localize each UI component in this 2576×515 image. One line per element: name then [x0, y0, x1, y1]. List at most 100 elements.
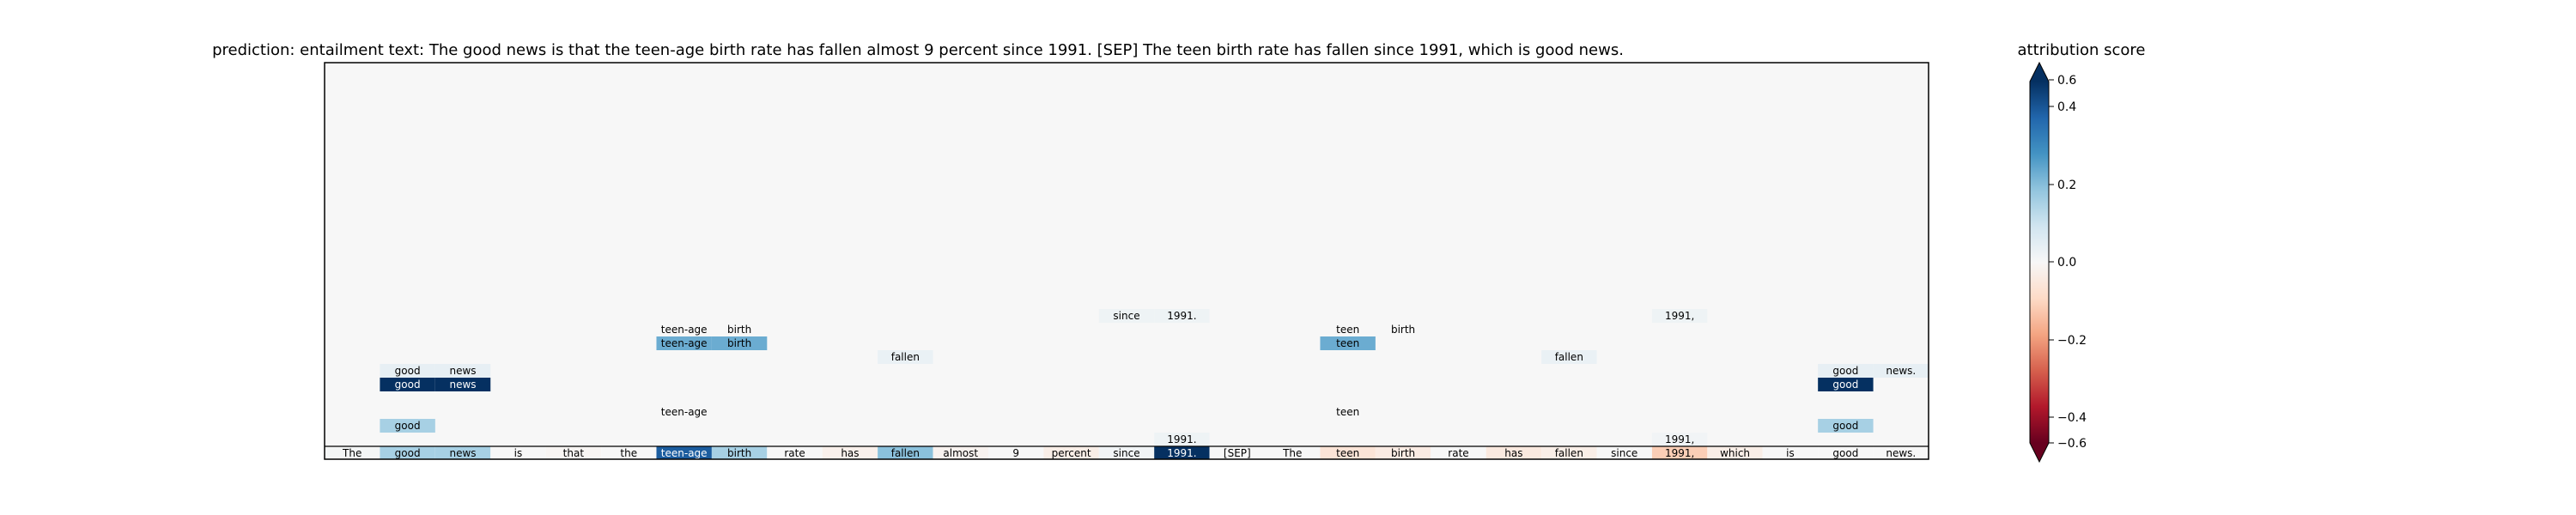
base-token-label: has: [841, 447, 859, 459]
layer-cell-label: fallen: [1555, 351, 1583, 363]
layer-cell-label: news: [450, 365, 477, 377]
base-token-label: that: [563, 447, 585, 459]
layer-cell: [1651, 433, 1708, 446]
layer-cell-label: since: [1113, 310, 1139, 322]
colorbar-extend-top: [2030, 63, 2049, 82]
base-token-label: is: [514, 447, 523, 459]
colorbar-tick-label: 0.6: [2057, 74, 2076, 88]
base-token-label: rate: [784, 447, 805, 459]
base-token-label: birth: [727, 447, 751, 459]
base-cell: [545, 446, 602, 459]
base-cell: [380, 446, 435, 459]
layer-cell-label: teen: [1336, 406, 1359, 418]
base-token-label: fallen: [1555, 447, 1583, 459]
layer-cell: [1873, 364, 1929, 378]
layer-cell: [1375, 323, 1431, 336]
base-token-label: almost: [943, 447, 978, 459]
layer-cell: [1320, 405, 1376, 419]
layer-cell-label: good: [1832, 379, 1858, 391]
base-cell: [601, 446, 657, 459]
layer-cell: [380, 364, 435, 378]
base-token-label: teen: [1336, 447, 1359, 459]
base-cell: [1873, 446, 1929, 459]
layer-cell-label: teen-age: [661, 324, 708, 336]
base-token-label: news: [450, 447, 477, 459]
layer-cell-label: good: [1832, 420, 1858, 432]
base-token-label: 1991,: [1665, 447, 1694, 459]
base-cell: [656, 446, 712, 459]
base-token-label: 1991.: [1167, 447, 1196, 459]
layer-cell-label: birth: [727, 337, 751, 349]
layer-cell-label: 1991.: [1167, 310, 1196, 322]
base-cell: [1154, 446, 1210, 459]
base-token-label: fallen: [891, 447, 920, 459]
layer-cell-label: 1991,: [1665, 310, 1694, 322]
base-cell: [767, 446, 823, 459]
colorbar-tick-label: 0.4: [2057, 100, 2076, 114]
base-cell: [711, 446, 768, 459]
base-cell: [1375, 446, 1431, 459]
base-token-label: news.: [1886, 447, 1916, 459]
base-token-label: percent: [1052, 447, 1091, 459]
layer-cell: [380, 378, 435, 391]
colorbar-tick-label: 0.2: [2057, 179, 2076, 192]
base-token-label: since: [1611, 447, 1637, 459]
layer-cell-label: 1991,: [1665, 433, 1694, 445]
base-cell: [822, 446, 878, 459]
base-cell: [1098, 446, 1155, 459]
layer-cell-label: birth: [1391, 324, 1415, 336]
base-token-label: which: [1720, 447, 1750, 459]
base-cell: [1596, 446, 1652, 459]
layer-cell: [878, 350, 933, 364]
layer-cell: [434, 378, 491, 391]
layer-cell-label: teen: [1336, 324, 1359, 336]
layer-cell: [1651, 309, 1708, 323]
colorbar-gradient: [2030, 82, 2049, 443]
base-token-label: good: [395, 447, 421, 459]
layer-cell: [656, 336, 712, 350]
chart-title: prediction: entailment text: The good ne…: [212, 41, 1624, 59]
base-cell: [1485, 446, 1542, 459]
base-cell: [1265, 446, 1321, 459]
layer-cell: [434, 364, 491, 378]
layer-cell: [656, 323, 712, 336]
base-token-label: is: [1786, 447, 1795, 459]
layer-cell: [1818, 364, 1874, 378]
colorbar-tick-label: 0.0: [2057, 256, 2076, 270]
layer-cell: [1818, 378, 1874, 391]
colorbar-tick-label: −0.6: [2057, 437, 2087, 451]
layer-cell-label: fallen: [891, 351, 920, 363]
base-cell: [325, 446, 380, 459]
layer-cell-label: news: [450, 379, 477, 391]
base-token-label: The: [1282, 447, 1302, 459]
colorbar-title: attribution score: [2017, 41, 2146, 59]
layer-cell: [1154, 433, 1210, 446]
layer-cell: [711, 336, 768, 350]
base-token-label: has: [1504, 447, 1522, 459]
heatmap-background: [325, 63, 1929, 446]
colorbar-extend-bottom: [2030, 443, 2049, 462]
layer-cell: [711, 323, 768, 336]
base-token-label: the: [620, 447, 637, 459]
layer-cell-label: teen-age: [661, 337, 708, 349]
base-cell: [1707, 446, 1763, 459]
layer-cell-label: good: [1832, 365, 1858, 377]
heatmap-cells: [325, 63, 1929, 459]
colorbar-tick-label: −0.4: [2057, 411, 2087, 425]
base-token-label: birth: [1391, 447, 1415, 459]
layer-cell: [1818, 419, 1874, 433]
layer-cell-label: news.: [1886, 365, 1916, 377]
layer-cell-label: teen: [1336, 337, 1359, 349]
colorbar-tick-label: −0.2: [2057, 334, 2087, 348]
layer-cell-label: good: [395, 420, 421, 432]
base-cell: [1818, 446, 1874, 459]
layer-cell: [1541, 350, 1597, 364]
base-cell: [490, 446, 546, 459]
base-cell: [1043, 446, 1099, 459]
layer-cell-label: good: [395, 365, 421, 377]
layer-cell: [1320, 336, 1376, 350]
base-cell: [933, 446, 988, 459]
base-cell: [1762, 446, 1819, 459]
layer-cell: [1098, 309, 1155, 323]
base-token-label: teen-age: [661, 447, 708, 459]
